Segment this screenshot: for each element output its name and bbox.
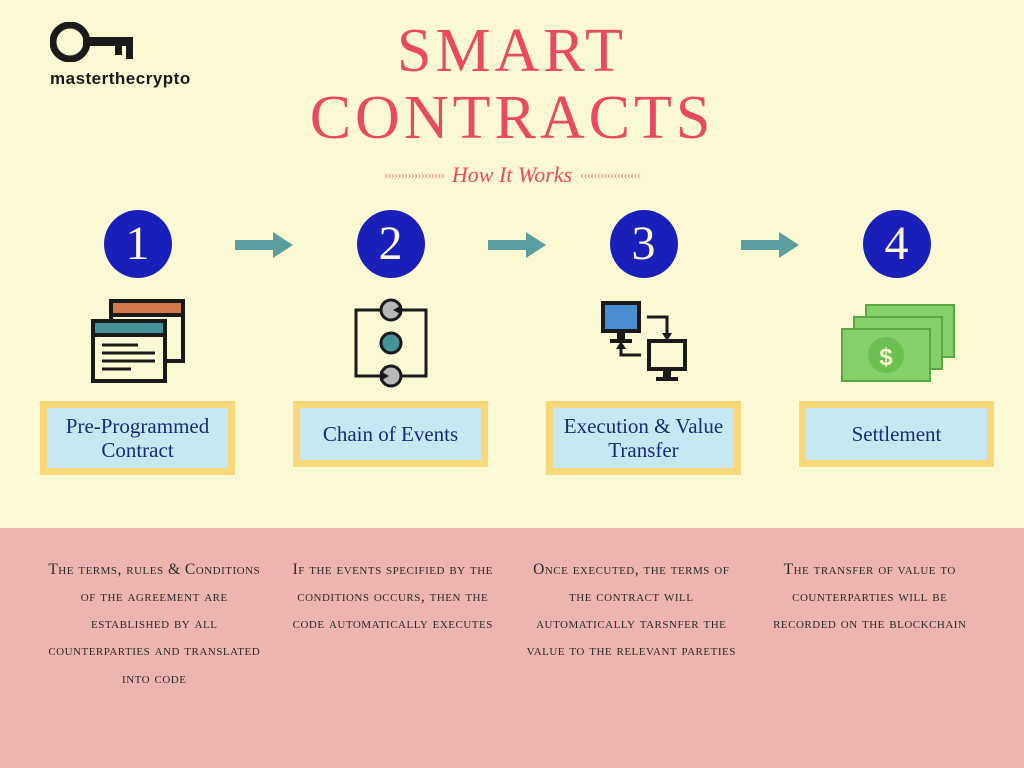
label-3: Execution & Value Transfer	[553, 408, 734, 468]
step-4: 4 $ Settlement	[799, 210, 994, 467]
step-number-4: 4	[863, 210, 931, 278]
step-1: 1 Pre-Programmed Contract	[40, 210, 235, 475]
subtitle-text: How It Works	[452, 162, 572, 188]
svg-text:$: $	[879, 344, 893, 371]
steps-row: 1 Pre-Programmed Contract 2	[0, 210, 1024, 475]
arrow-1	[235, 230, 293, 265]
desc-2: If the events specified by the condition…	[285, 556, 500, 768]
arrow-2	[488, 230, 546, 265]
step-2: 2 Chain of Events	[293, 210, 488, 467]
label-4: Settlement	[806, 408, 987, 460]
step-number-3: 3	[610, 210, 678, 278]
desc-1: The terms, rules & Conditions of the agr…	[47, 556, 262, 768]
logo: masterthecrypto	[50, 22, 191, 89]
chevrons-right: ‹‹‹‹‹‹‹‹‹‹‹‹‹‹‹‹‹‹	[580, 167, 640, 183]
label-2: Chain of Events	[300, 408, 481, 460]
chevrons-left: ››››››››››››››››››	[384, 167, 444, 183]
settlement-money-icon: $	[832, 290, 962, 395]
desc-4: The transfer of value to counterparties …	[762, 556, 977, 768]
label-box-2: Chain of Events	[293, 401, 488, 467]
subtitle-row: ›››››››››››››››››› How It Works ‹‹‹‹‹‹‹‹…	[0, 162, 1024, 188]
arrow-3	[741, 230, 799, 265]
step-number-1: 1	[104, 210, 172, 278]
label-1: Pre-Programmed Contract	[47, 408, 228, 468]
step-3: 3 Execution & Value Transfer	[546, 210, 741, 475]
logo-text: masterthecrypto	[50, 69, 191, 89]
step-number-2: 2	[357, 210, 425, 278]
execution-transfer-icon	[589, 290, 699, 395]
label-box-4: Settlement	[799, 401, 994, 467]
logo-key-icon	[50, 22, 140, 62]
descriptions-row: The terms, rules & Conditions of the agr…	[0, 528, 1024, 768]
title-line2: CONTRACTS	[0, 85, 1024, 152]
contract-windows-icon	[83, 290, 193, 395]
chain-events-icon	[341, 290, 441, 395]
desc-3: Once executed, the terms of the contract…	[524, 556, 739, 768]
label-box-1: Pre-Programmed Contract	[40, 401, 235, 475]
label-box-3: Execution & Value Transfer	[546, 401, 741, 475]
